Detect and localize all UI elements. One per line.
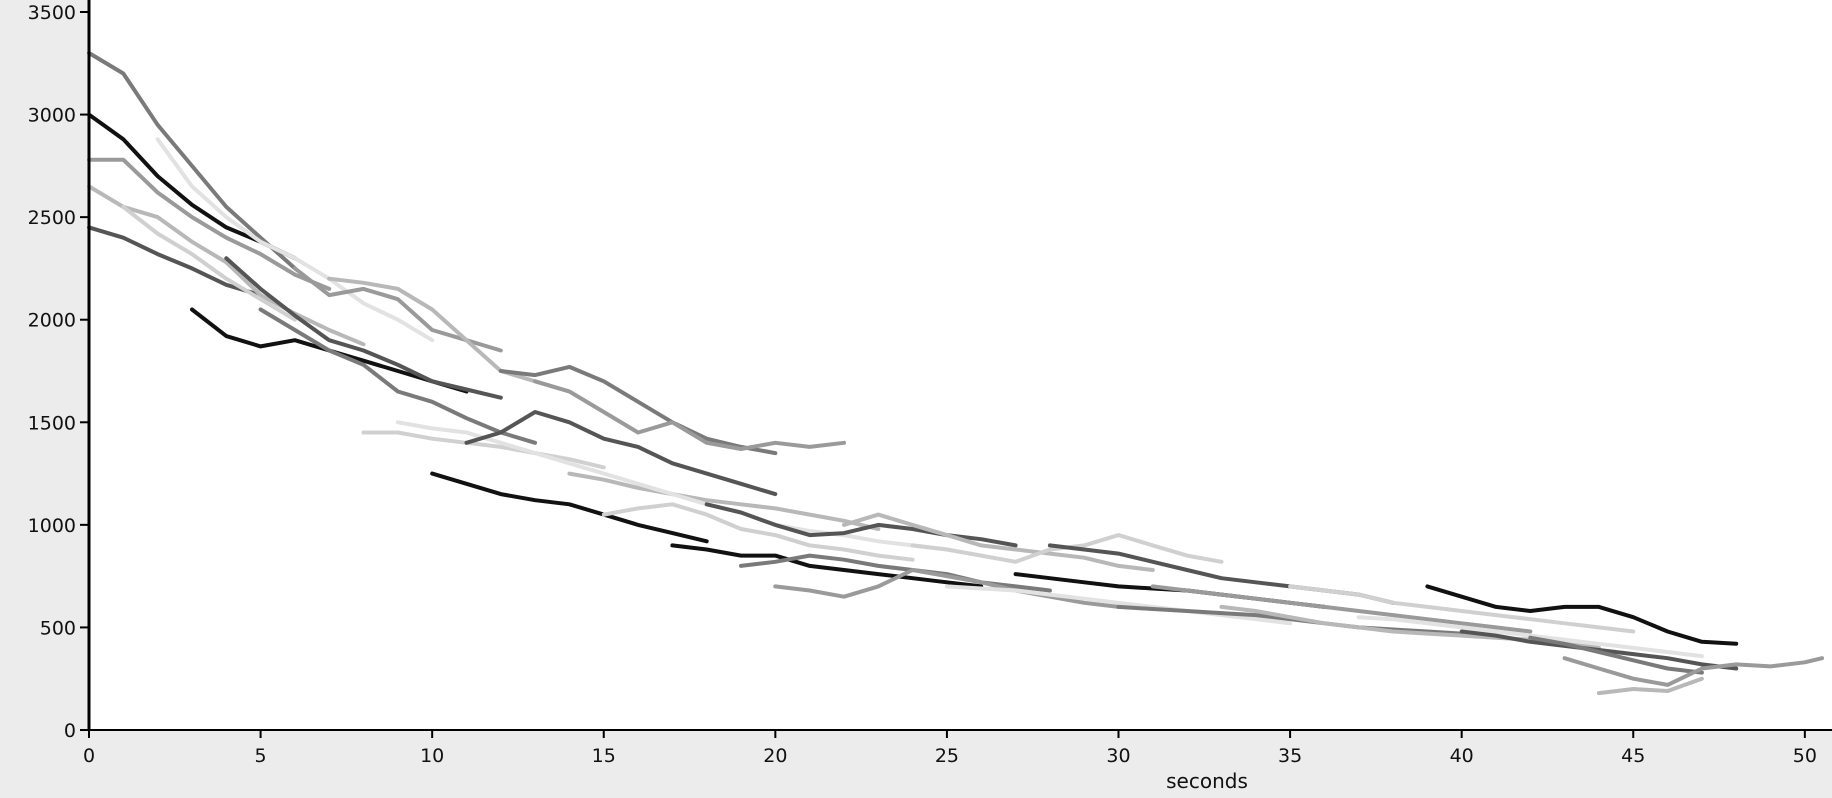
y-tick-label: 1500	[28, 412, 76, 434]
x-tick-label: 15	[592, 745, 616, 767]
series-line-39	[1596, 676, 1704, 696]
series-line-15	[464, 410, 778, 497]
series-line-16	[498, 364, 778, 456]
x-tick-label: 35	[1278, 745, 1302, 767]
series-line-22	[704, 502, 1018, 548]
series-line-19	[601, 502, 915, 562]
x-ticks: 0 5 10 15 20 25 30 35 40 45 50	[83, 730, 1817, 767]
axis-layer	[87, 0, 1832, 731]
series-line-21	[670, 543, 984, 589]
series-line-2	[87, 51, 297, 271]
x-tick-label: 50	[1793, 745, 1817, 767]
series-line-25	[842, 512, 1155, 572]
series-line-1	[87, 225, 263, 298]
series-line-37	[1528, 635, 1704, 675]
y-tick-label: 3500	[28, 2, 76, 24]
y-tick-label: 2500	[28, 207, 76, 229]
series-layer	[87, 51, 1824, 696]
series-line-5	[121, 204, 297, 322]
y-tick-label: 3000	[28, 105, 76, 127]
y-tick-label: 1000	[28, 515, 76, 537]
x-tick-label: 0	[83, 745, 95, 767]
series-line-11	[327, 276, 572, 394]
y-tick-label: 2000	[28, 310, 76, 332]
series-line-4	[87, 184, 366, 347]
plot-area	[89, 0, 1832, 730]
series-line-12	[361, 430, 606, 470]
series-line-3	[87, 157, 332, 291]
series-line-38	[1562, 656, 1824, 687]
series-line-34	[1356, 615, 1704, 659]
x-tick-label: 20	[763, 745, 787, 767]
series-line-35	[1425, 584, 1739, 646]
series-line-27	[944, 584, 1293, 626]
series-line-8	[224, 256, 503, 400]
series-line-9	[258, 307, 538, 445]
x-tick-label: 25	[935, 745, 959, 767]
x-tick-label: 40	[1450, 745, 1474, 767]
x-tick-label: 10	[420, 745, 444, 767]
series-line-31	[1150, 584, 1533, 634]
x-axis-title: seconds	[1166, 769, 1248, 793]
series-line-6	[155, 137, 435, 343]
y-ticks: 0 500 1000 1500 2000 2500 3000 3500	[28, 2, 89, 742]
x-tick-label: 45	[1621, 745, 1645, 767]
y-tick-label: 500	[40, 617, 76, 639]
y-tick-label: 0	[64, 720, 76, 742]
x-tick-label: 30	[1106, 745, 1130, 767]
series-line-18	[567, 471, 881, 531]
series-line-13	[395, 420, 641, 486]
series-line-33	[1288, 584, 1636, 634]
series-line-17	[533, 379, 846, 451]
x-tick-label: 5	[255, 745, 267, 767]
series-line-24	[773, 568, 1121, 609]
series-line-14	[430, 471, 709, 544]
